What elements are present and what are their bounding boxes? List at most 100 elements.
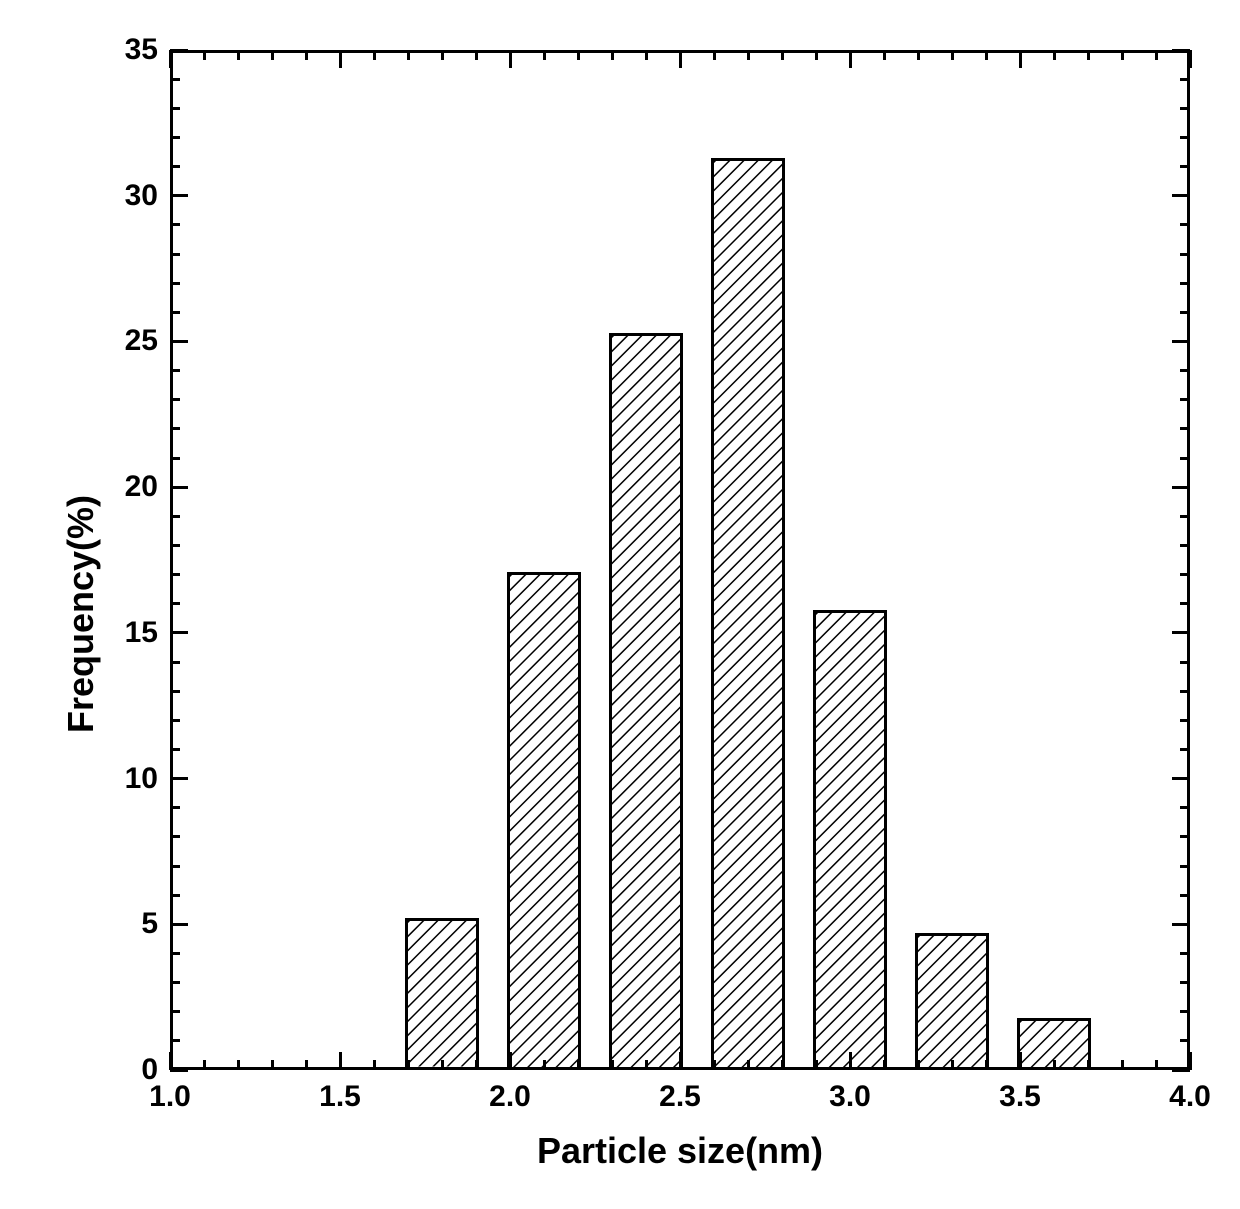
x-tick-minor xyxy=(475,1060,478,1070)
y-tick-minor-right xyxy=(1180,835,1190,838)
x-tick-minor-top xyxy=(305,50,308,60)
y-tick-minor xyxy=(170,894,180,897)
y-axis-line-right xyxy=(1187,50,1190,1070)
x-tick-minor xyxy=(611,1060,614,1070)
histogram-bar xyxy=(405,918,480,1070)
y-tick-minor xyxy=(170,136,180,139)
y-tick-minor-right xyxy=(1180,690,1190,693)
x-tick-minor xyxy=(203,1060,206,1070)
y-tick-minor xyxy=(170,223,180,226)
x-tick-minor-top xyxy=(917,50,920,60)
tick-label: 25 xyxy=(125,324,158,358)
x-tick-minor-top xyxy=(475,50,478,60)
y-tick-major-right xyxy=(1172,923,1190,926)
y-tick-minor xyxy=(170,1010,180,1013)
y-tick-major-right xyxy=(1172,49,1190,52)
x-tick-minor-top xyxy=(407,50,410,60)
y-tick-minor xyxy=(170,690,180,693)
y-tick-minor-right xyxy=(1180,894,1190,897)
y-tick-minor xyxy=(170,1039,180,1042)
y-tick-minor xyxy=(170,981,180,984)
histogram-bar xyxy=(609,333,684,1070)
x-tick-major xyxy=(339,1052,342,1070)
y-tick-major xyxy=(170,194,188,197)
y-tick-minor-right xyxy=(1180,223,1190,226)
histogram-bar xyxy=(915,933,990,1070)
x-tick-minor-top xyxy=(815,50,818,60)
tick-label: 3.0 xyxy=(829,1080,871,1114)
x-tick-minor xyxy=(271,1060,274,1070)
y-tick-minor-right xyxy=(1180,427,1190,430)
tick-label: 0 xyxy=(141,1053,158,1087)
y-tick-minor xyxy=(170,427,180,430)
x-tick-minor-top xyxy=(237,50,240,60)
x-tick-major xyxy=(1189,1052,1192,1070)
y-tick-major xyxy=(170,486,188,489)
y-tick-minor-right xyxy=(1180,107,1190,110)
x-axis-label: Particle size(nm) xyxy=(537,1130,823,1172)
x-tick-minor xyxy=(441,1060,444,1070)
y-tick-minor xyxy=(170,661,180,664)
y-tick-minor xyxy=(170,719,180,722)
y-tick-minor xyxy=(170,952,180,955)
y-tick-minor xyxy=(170,165,180,168)
x-tick-minor-top xyxy=(1121,50,1124,60)
y-axis-label: Frequency(%) xyxy=(60,495,102,733)
y-tick-minor xyxy=(170,282,180,285)
tick-label: 5 xyxy=(141,907,158,941)
x-tick-major-top xyxy=(339,50,342,68)
y-tick-minor xyxy=(170,602,180,605)
y-tick-minor xyxy=(170,835,180,838)
y-tick-minor-right xyxy=(1180,253,1190,256)
y-tick-minor-right xyxy=(1180,573,1190,576)
y-tick-minor xyxy=(170,78,180,81)
x-tick-major-top xyxy=(169,50,172,68)
x-tick-minor xyxy=(917,1060,920,1070)
x-tick-minor xyxy=(951,1060,954,1070)
x-tick-minor-top xyxy=(1155,50,1158,60)
tick-label: 15 xyxy=(125,616,158,650)
x-tick-major-top xyxy=(1189,50,1192,68)
x-tick-minor xyxy=(713,1060,716,1070)
x-tick-minor-top xyxy=(203,50,206,60)
y-tick-minor-right xyxy=(1180,1039,1190,1042)
x-tick-minor-top xyxy=(883,50,886,60)
y-tick-minor-right xyxy=(1180,661,1190,664)
y-tick-minor-right xyxy=(1180,544,1190,547)
y-tick-minor-right xyxy=(1180,865,1190,868)
x-tick-major xyxy=(679,1052,682,1070)
x-tick-minor xyxy=(543,1060,546,1070)
y-tick-minor-right xyxy=(1180,602,1190,605)
y-tick-major xyxy=(170,340,188,343)
y-tick-minor xyxy=(170,369,180,372)
y-tick-minor-right xyxy=(1180,515,1190,518)
histogram-bar xyxy=(507,572,582,1070)
tick-label: 3.5 xyxy=(999,1080,1041,1114)
x-tick-minor xyxy=(1087,1060,1090,1070)
y-tick-minor xyxy=(170,107,180,110)
y-tick-major-right xyxy=(1172,340,1190,343)
y-tick-minor-right xyxy=(1180,748,1190,751)
x-tick-minor xyxy=(237,1060,240,1070)
y-tick-major-right xyxy=(1172,631,1190,634)
y-tick-major xyxy=(170,923,188,926)
x-tick-major-top xyxy=(679,50,682,68)
x-tick-minor-top xyxy=(543,50,546,60)
y-tick-minor-right xyxy=(1180,981,1190,984)
x-tick-minor-top xyxy=(781,50,784,60)
x-tick-major-top xyxy=(509,50,512,68)
tick-label: 2.0 xyxy=(489,1080,531,1114)
x-tick-minor xyxy=(1121,1060,1124,1070)
x-tick-minor xyxy=(407,1060,410,1070)
histogram-bar xyxy=(711,158,786,1070)
x-tick-minor-top xyxy=(611,50,614,60)
x-tick-minor-top xyxy=(441,50,444,60)
x-tick-minor xyxy=(1053,1060,1056,1070)
x-tick-minor xyxy=(645,1060,648,1070)
histogram-bar xyxy=(813,610,888,1070)
y-tick-minor-right xyxy=(1180,398,1190,401)
y-tick-minor xyxy=(170,573,180,576)
y-tick-minor xyxy=(170,457,180,460)
x-tick-minor-top xyxy=(645,50,648,60)
y-tick-minor-right xyxy=(1180,457,1190,460)
